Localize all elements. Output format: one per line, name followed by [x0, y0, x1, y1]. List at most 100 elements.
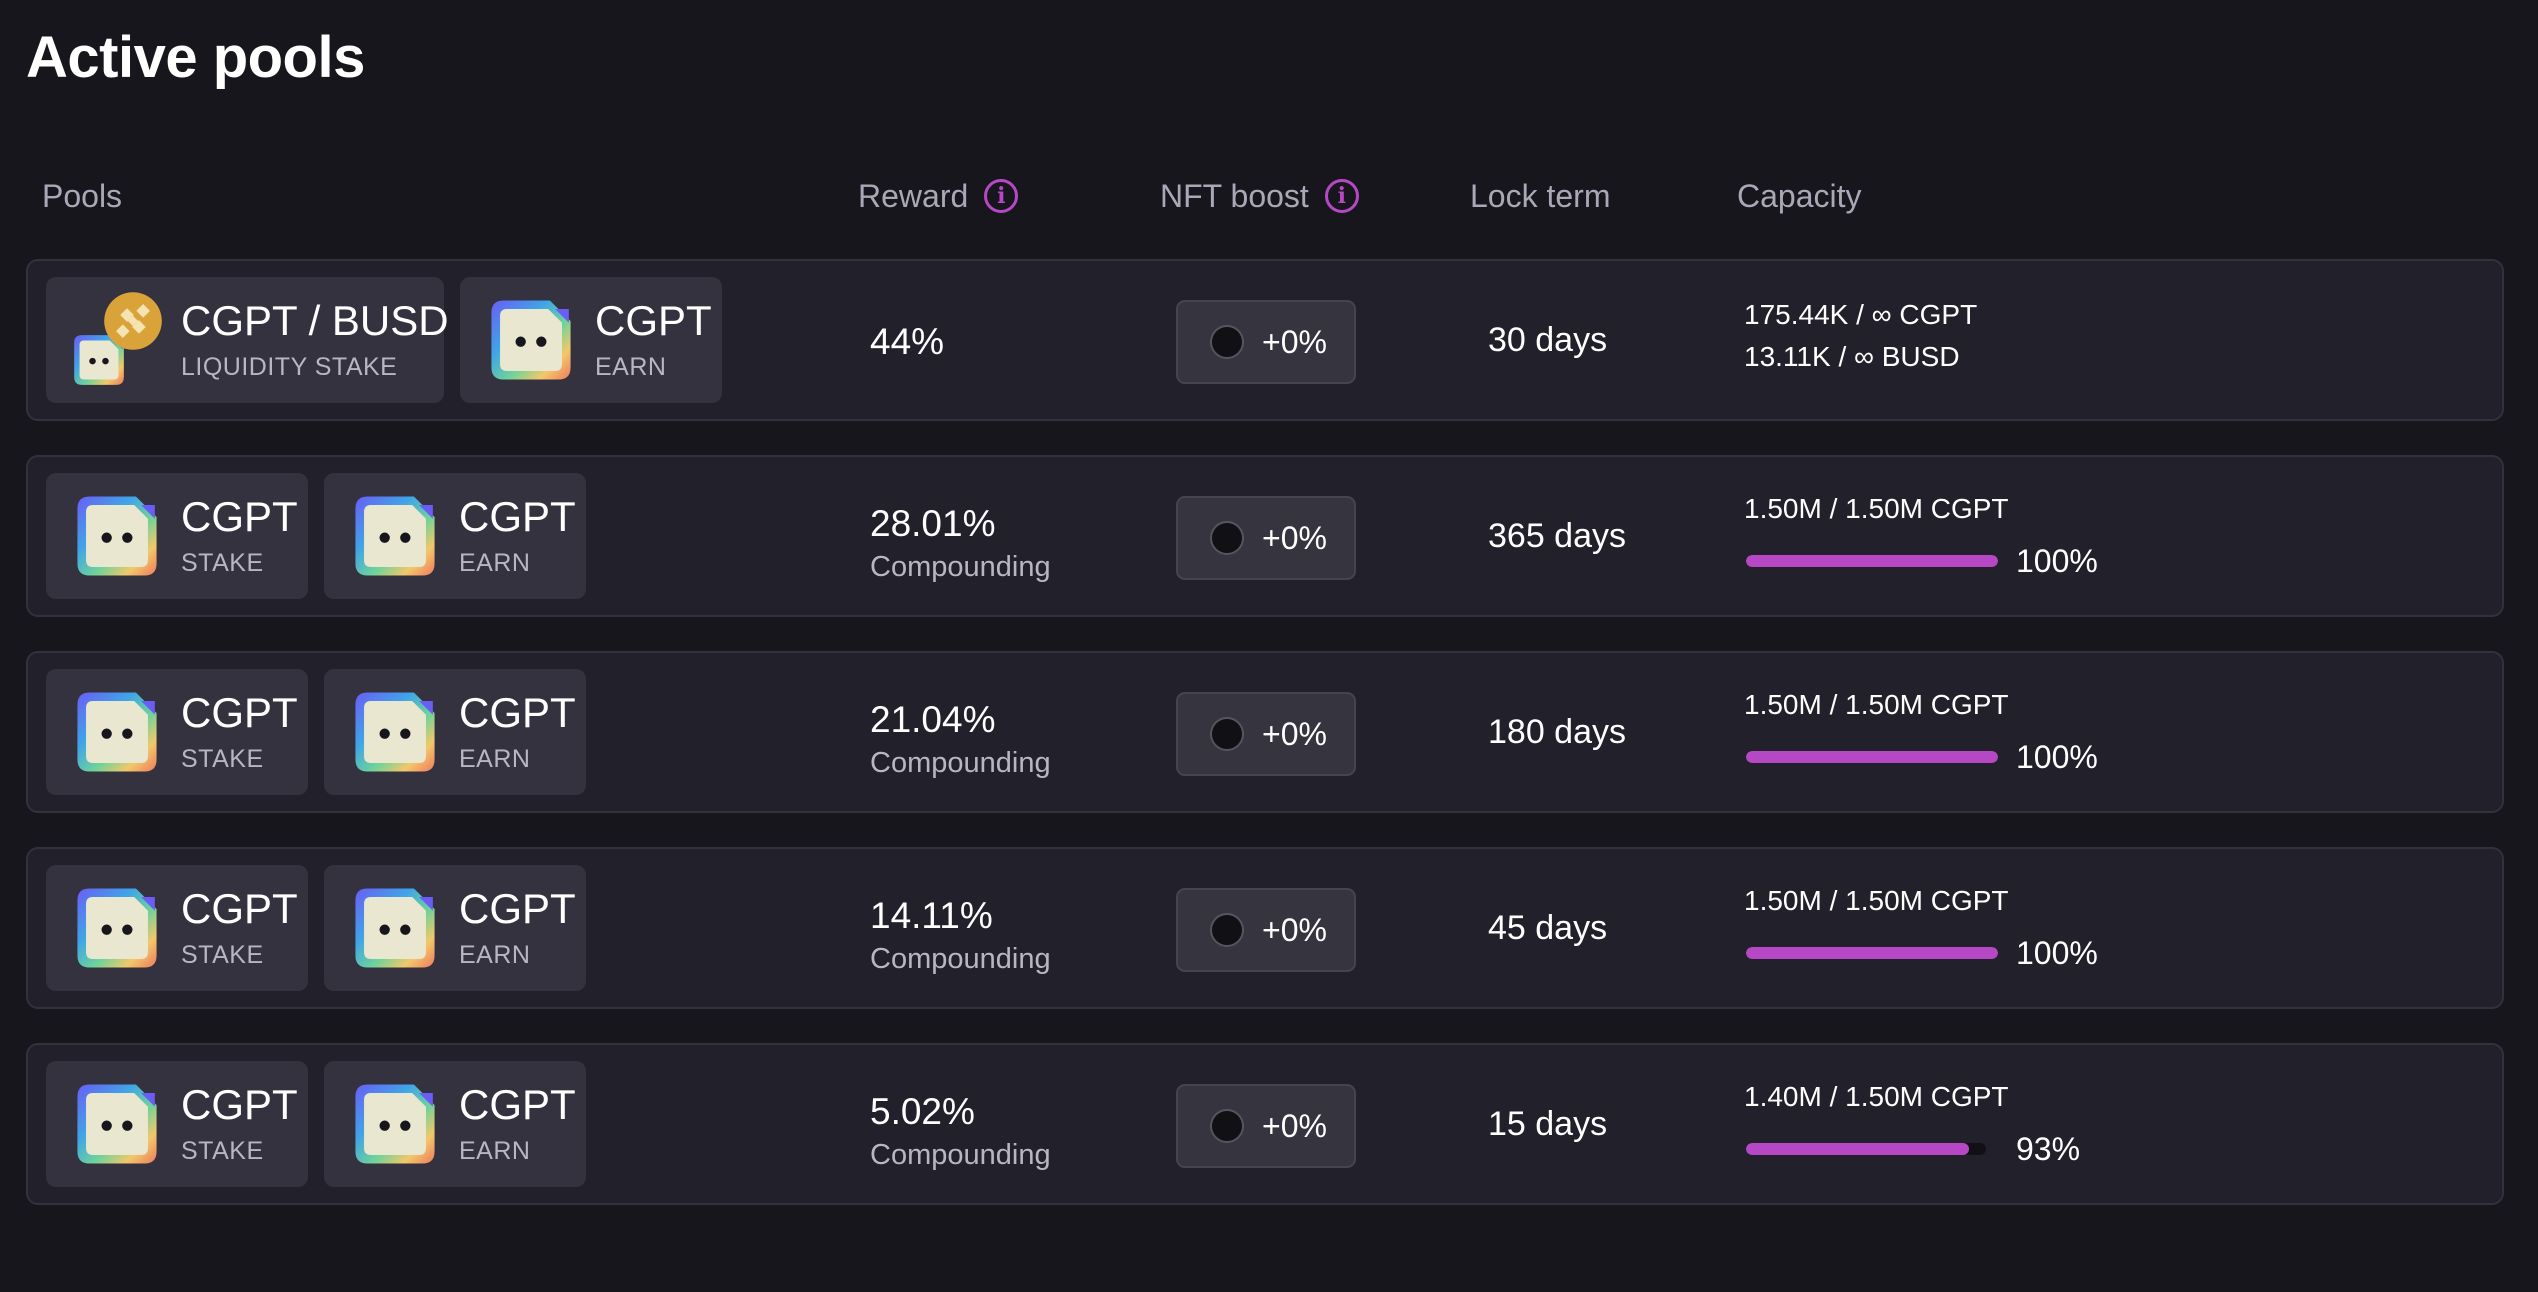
capacity-line: 1.50M / 1.50M CGPT: [1744, 493, 2009, 524]
stake-token-type: STAKE: [181, 549, 264, 577]
column-header-nft-boost: NFT boost i: [1160, 172, 1359, 220]
stake-token-name: CGPT / BUSD: [181, 297, 449, 344]
earn-token-type: EARN: [459, 941, 531, 969]
capacity-progress-fill: [1746, 1143, 1970, 1155]
capacity-progress-bar: [1746, 751, 1998, 763]
stake-token-chip[interactable]: CGPT STAKE: [46, 473, 308, 599]
earn-token-chip[interactable]: CGPT EARN: [324, 473, 586, 599]
nft-boost-button[interactable]: +0%: [1176, 300, 1356, 384]
earn-token-chip[interactable]: CGPT EARN: [324, 865, 586, 991]
nft-boost-button[interactable]: +0%: [1176, 496, 1356, 580]
nft-boost-value: +0%: [1262, 520, 1327, 556]
column-header-reward: Reward i: [858, 172, 1019, 220]
capacity-progress-bar: [1746, 555, 1998, 567]
reward-value: 5.02%: [870, 1091, 975, 1132]
nft-boost-button[interactable]: +0%: [1176, 1084, 1356, 1168]
capacity-progress-bar: [1746, 1143, 1986, 1155]
nft-boost-value: +0%: [1262, 1108, 1327, 1144]
stake-token-type: STAKE: [181, 1137, 264, 1165]
lock-term-value: 15 days: [1488, 1105, 1608, 1143]
stake-token-name: CGPT: [181, 885, 298, 932]
nft-boost-info-icon[interactable]: i: [1324, 179, 1359, 213]
stake-token-type: STAKE: [181, 745, 264, 773]
stake-token-name: CGPT: [181, 689, 298, 736]
capacity-percent: 100%: [2016, 739, 2098, 775]
nft-slot-icon: [1210, 717, 1244, 751]
pool-row[interactable]: CGPT STAKE CGPT EARN 5.02% Compounding +…: [26, 1043, 2504, 1205]
earn-token-chip[interactable]: CGPT EARN: [324, 1061, 586, 1187]
nft-boost-value: +0%: [1262, 324, 1327, 360]
earn-token-name: CGPT: [459, 493, 576, 540]
reward-compounding-label: Compounding: [870, 943, 1051, 975]
nft-boost-button[interactable]: +0%: [1176, 692, 1356, 776]
earn-token-name: CGPT: [595, 297, 712, 344]
column-header-lock-term: Lock term: [1470, 172, 1610, 220]
reward-info-icon[interactable]: i: [984, 179, 1019, 213]
page-title: Active pools: [26, 25, 365, 90]
nft-slot-icon: [1210, 521, 1244, 555]
pool-row[interactable]: CGPT / BUSD LIQUIDITY STAKE CGPT EARN 44…: [26, 259, 2504, 421]
reward-compounding-label: Compounding: [870, 747, 1051, 779]
lock-term-value: 30 days: [1488, 321, 1608, 359]
stake-token-chip[interactable]: CGPT STAKE: [46, 1061, 308, 1187]
cgpt-logo-icon: [352, 885, 438, 971]
reward-compounding-label: Compounding: [870, 551, 1051, 583]
earn-token-chip[interactable]: CGPT EARN: [324, 669, 586, 795]
column-header-lock-term-label: Lock term: [1470, 177, 1611, 214]
capacity-progress-fill: [1746, 947, 1998, 959]
capacity-line: 1.50M / 1.50M CGPT: [1744, 885, 2009, 916]
capacity-progress-bar: [1746, 947, 1998, 959]
column-header-pools-label: Pools: [42, 177, 123, 214]
stake-token-name: CGPT: [181, 1081, 298, 1128]
reward-value: 14.11%: [870, 895, 993, 936]
column-header-nft-boost-label: NFT boost: [1160, 177, 1309, 214]
cgpt-logo-icon: [74, 689, 160, 775]
pool-row[interactable]: CGPT STAKE CGPT EARN 14.11% Compounding …: [26, 847, 2504, 1009]
reward-value: 44%: [870, 321, 945, 362]
busd-coin-icon: [103, 291, 163, 351]
earn-token-type: EARN: [459, 549, 531, 577]
capacity-percent: 93%: [2016, 1131, 2081, 1167]
stake-token-chip[interactable]: CGPT / BUSD LIQUIDITY STAKE: [46, 277, 449, 403]
capacity-progress-fill: [1746, 751, 1998, 763]
reward-value: 21.04%: [870, 699, 996, 740]
capacity-line: 13.11K / ∞ BUSD: [1744, 341, 1960, 372]
nft-boost-value: +0%: [1262, 716, 1327, 752]
cgpt-logo-icon: [488, 297, 574, 383]
earn-token-name: CGPT: [459, 1081, 576, 1128]
stake-token-name: CGPT: [181, 493, 298, 540]
earn-token-chip[interactable]: CGPT EARN: [460, 277, 722, 403]
stake-token-type: STAKE: [181, 941, 264, 969]
stake-token-type: LIQUIDITY STAKE: [181, 353, 398, 381]
cgpt-logo-icon: [74, 885, 160, 971]
earn-token-type: EARN: [595, 353, 667, 381]
cgpt-logo-icon: [352, 1081, 438, 1167]
lock-term-value: 45 days: [1488, 909, 1608, 947]
pool-row[interactable]: CGPT STAKE CGPT EARN 21.04% Compounding …: [26, 651, 2504, 813]
cgpt-logo-icon: [74, 1081, 160, 1167]
nft-boost-button[interactable]: +0%: [1176, 888, 1356, 972]
reward-compounding-label: Compounding: [870, 1139, 1051, 1171]
capacity-progress-fill: [1746, 555, 1998, 567]
nft-slot-icon: [1210, 913, 1244, 947]
earn-token-type: EARN: [459, 745, 531, 773]
stake-token-chip[interactable]: CGPT STAKE: [46, 865, 308, 991]
column-header-reward-label: Reward: [858, 177, 969, 214]
lock-term-value: 365 days: [1488, 517, 1626, 555]
earn-token-type: EARN: [459, 1137, 531, 1165]
cgpt-logo-icon: [352, 689, 438, 775]
capacity-percent: 100%: [2016, 935, 2098, 971]
column-header-capacity: Capacity: [1737, 172, 1862, 220]
capacity-line: 175.44K / ∞ CGPT: [1744, 299, 1978, 330]
pool-row[interactable]: CGPT STAKE CGPT EARN 28.01% Compounding …: [26, 455, 2504, 617]
cgpt-logo-icon: [352, 493, 438, 579]
reward-value: 28.01%: [870, 503, 996, 544]
capacity-percent: 100%: [2016, 543, 2098, 579]
stake-token-chip[interactable]: CGPT STAKE: [46, 669, 308, 795]
column-header-capacity-label: Capacity: [1737, 177, 1862, 214]
lock-term-value: 180 days: [1488, 713, 1626, 751]
nft-boost-value: +0%: [1262, 912, 1327, 948]
nft-slot-icon: [1210, 1109, 1244, 1143]
earn-token-name: CGPT: [459, 689, 576, 736]
